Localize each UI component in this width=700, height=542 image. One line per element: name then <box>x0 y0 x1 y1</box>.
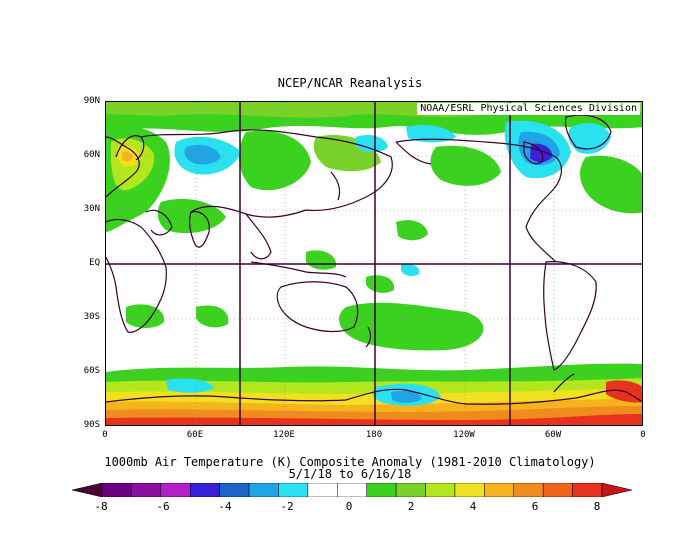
lat-label-90n: 90N <box>83 96 100 106</box>
coastlines <box>106 114 642 405</box>
south-america-outline <box>543 261 597 371</box>
north-america-outline <box>395 138 563 263</box>
lat-label-eq: EQ <box>89 258 100 268</box>
lat-label-60n: 60N <box>83 150 100 160</box>
lat-label-60s: 60S <box>83 366 100 376</box>
mideast-green <box>157 198 226 234</box>
colorbar-cell <box>542 483 573 497</box>
colorbar-cell <box>101 483 132 497</box>
greenland-outline <box>564 114 612 150</box>
colorbar-low-arrow <box>72 483 103 497</box>
colorbar-cell <box>366 483 397 497</box>
north-pacific-green <box>430 145 501 186</box>
colorbar-label-neg2: -2 <box>280 500 294 513</box>
antarctic-peninsula-outline <box>553 373 575 393</box>
colorbar-label-neg4: -4 <box>218 500 232 513</box>
indonesia-outline <box>250 261 347 278</box>
hudson-indigo <box>530 143 553 163</box>
colorbar-cell <box>337 483 367 497</box>
newzealand-outline <box>365 326 372 348</box>
australia-outline <box>276 281 359 333</box>
lon-label-120e: 120E <box>273 430 295 440</box>
colorbar-label-neg6: -6 <box>156 500 170 513</box>
indian-ocean-green <box>196 305 229 328</box>
colorbar-label-8: 8 <box>593 500 601 513</box>
antarctica-outline <box>106 388 642 405</box>
colorbar-cell <box>219 483 250 497</box>
arctic-cyan-1 <box>356 135 388 153</box>
colorbar-label-6: 6 <box>531 500 539 513</box>
central-asia-green <box>239 130 311 191</box>
lon-label-180: 180 <box>365 430 383 440</box>
lon-label-60e: 60E <box>186 430 204 440</box>
colorbar-high-arrow <box>601 483 632 497</box>
tropics-green-2 <box>306 250 337 270</box>
map-canvas <box>106 102 642 425</box>
colorbar-cell <box>160 483 191 497</box>
tropics-green-1 <box>396 220 428 241</box>
south-pacific-green <box>339 302 484 351</box>
lon-label-0-east: 0 <box>640 430 646 440</box>
colorbar-cell <box>425 483 456 497</box>
weddell-cold <box>166 378 214 393</box>
colorbar-cell <box>513 483 544 497</box>
colorbar-label-0: 0 <box>345 500 353 513</box>
colorbar-cell <box>395 483 426 497</box>
colorbar-cells <box>101 483 603 497</box>
colorbar-cell <box>189 483 220 497</box>
colorbar-cell <box>278 483 309 497</box>
colorbar-cell <box>484 483 515 497</box>
lon-label-60w: 60W <box>544 430 562 440</box>
india-outline <box>188 211 210 248</box>
credit-label: NOAA/ESRL Physical Sciences Division <box>417 103 640 115</box>
colorbar-cell <box>248 483 279 497</box>
lat-label-30s: 30S <box>83 312 100 322</box>
scandinavia-orange <box>122 151 133 162</box>
colorbar-label-4: 4 <box>469 500 477 513</box>
caption-variable: 1000mb Air Temperature (K) Composite Ano… <box>104 455 596 469</box>
chart-title: NCEP/NCAR Reanalysis <box>277 76 423 90</box>
colorbar-cell <box>454 483 485 497</box>
lat-label-30n: 30N <box>83 204 100 214</box>
colorbar-label-2: 2 <box>407 500 415 513</box>
lat-label-90s: 90S <box>83 420 100 430</box>
arctic-cyan-2 <box>406 125 456 143</box>
caption-dates: 5/1/18 to 6/16/18 <box>288 467 412 481</box>
japan-outline <box>330 171 341 201</box>
tropics-green-3 <box>366 275 395 293</box>
lon-label-120w: 120W <box>453 430 475 440</box>
asia-outline <box>140 129 393 218</box>
colorbar-cell <box>572 483 603 497</box>
hudson-outline <box>523 141 544 165</box>
siberia-cold-core <box>184 144 221 165</box>
ross-sea-cold-core <box>391 390 422 403</box>
anomaly-map: NOAA/ESRL Physical Sciences Division <box>105 101 643 426</box>
colorbar-cell <box>131 483 162 497</box>
colorbar <box>72 483 632 497</box>
lon-label-0: 0 <box>102 430 108 440</box>
alaska-outline <box>395 141 432 165</box>
colorbar-cell <box>307 483 338 497</box>
colorbar-label-neg8: -8 <box>94 500 108 513</box>
reference-lines <box>106 102 642 425</box>
atlantic-green <box>580 155 642 214</box>
tropics-cyan <box>401 264 420 277</box>
seasia-outline <box>245 213 272 260</box>
arabia-outline <box>145 209 173 236</box>
europe-outline <box>106 136 140 198</box>
africa-outline <box>106 218 167 333</box>
